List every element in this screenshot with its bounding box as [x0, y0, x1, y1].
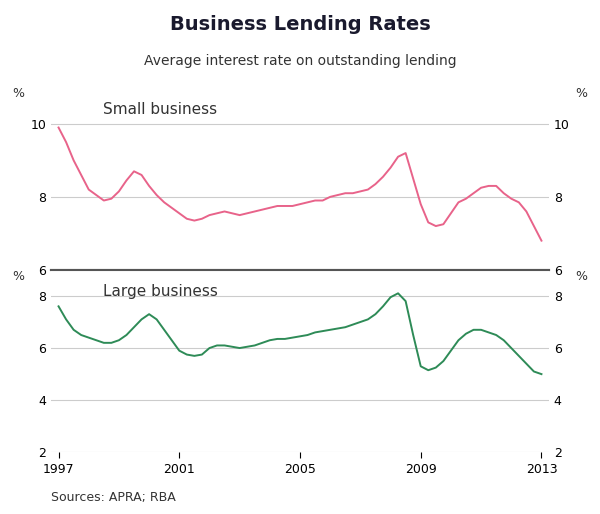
Text: Business Lending Rates: Business Lending Rates	[170, 15, 430, 34]
Text: Average interest rate on outstanding lending: Average interest rate on outstanding len…	[143, 54, 457, 68]
Text: Large business: Large business	[103, 284, 218, 300]
Text: %: %	[13, 270, 25, 283]
Text: Small business: Small business	[103, 102, 218, 117]
Text: %: %	[13, 87, 25, 100]
Text: %: %	[575, 87, 587, 100]
Text: Sources: APRA; RBA: Sources: APRA; RBA	[51, 491, 176, 504]
Text: %: %	[575, 270, 587, 283]
